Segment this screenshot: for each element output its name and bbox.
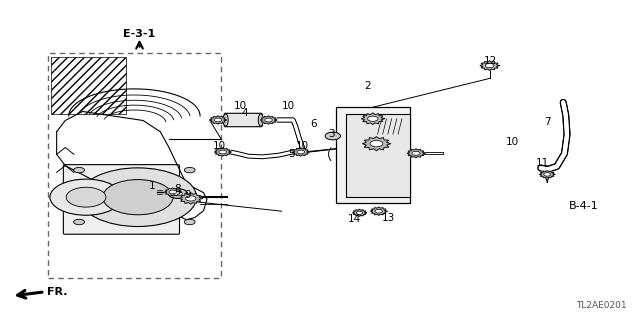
Polygon shape bbox=[260, 116, 277, 124]
Text: 4: 4 bbox=[242, 108, 248, 118]
Text: 11: 11 bbox=[536, 158, 549, 168]
FancyBboxPatch shape bbox=[225, 113, 262, 127]
Text: 14: 14 bbox=[348, 214, 361, 224]
Circle shape bbox=[219, 150, 227, 154]
Circle shape bbox=[214, 118, 221, 122]
Polygon shape bbox=[407, 149, 425, 158]
Text: 5: 5 bbox=[288, 148, 294, 159]
Circle shape bbox=[102, 180, 173, 215]
Ellipse shape bbox=[223, 114, 228, 126]
Text: 6: 6 bbox=[310, 119, 317, 129]
Polygon shape bbox=[361, 113, 385, 124]
Text: FR.: FR. bbox=[47, 287, 67, 297]
Circle shape bbox=[74, 167, 84, 173]
Text: E-3-1: E-3-1 bbox=[124, 28, 156, 39]
Polygon shape bbox=[51, 57, 125, 114]
Circle shape bbox=[186, 196, 196, 201]
Ellipse shape bbox=[259, 114, 264, 126]
Text: 10: 10 bbox=[282, 101, 294, 111]
Circle shape bbox=[485, 63, 494, 68]
Circle shape bbox=[375, 209, 383, 213]
Text: 10: 10 bbox=[234, 101, 246, 111]
Circle shape bbox=[169, 190, 177, 194]
Circle shape bbox=[370, 140, 383, 147]
Text: 8: 8 bbox=[174, 184, 180, 195]
Circle shape bbox=[74, 219, 84, 225]
Circle shape bbox=[184, 219, 195, 225]
Text: B-4-1: B-4-1 bbox=[569, 201, 598, 212]
Text: 3: 3 bbox=[328, 129, 335, 140]
Circle shape bbox=[66, 187, 106, 207]
Circle shape bbox=[79, 168, 196, 227]
Circle shape bbox=[356, 211, 363, 214]
Text: 2: 2 bbox=[365, 81, 371, 92]
Text: 10: 10 bbox=[296, 141, 308, 151]
Bar bbox=[336, 107, 410, 203]
Circle shape bbox=[173, 191, 182, 196]
Circle shape bbox=[412, 151, 420, 155]
Polygon shape bbox=[214, 148, 231, 156]
Polygon shape bbox=[480, 61, 499, 70]
FancyBboxPatch shape bbox=[48, 53, 221, 278]
Polygon shape bbox=[371, 207, 387, 215]
Polygon shape bbox=[179, 193, 202, 204]
Circle shape bbox=[325, 132, 340, 140]
Circle shape bbox=[367, 116, 378, 121]
Circle shape bbox=[544, 173, 550, 176]
Circle shape bbox=[168, 189, 188, 198]
Text: 7: 7 bbox=[545, 116, 551, 127]
Circle shape bbox=[50, 179, 122, 215]
Bar bbox=[346, 114, 410, 197]
Polygon shape bbox=[353, 209, 367, 216]
Polygon shape bbox=[209, 116, 227, 124]
FancyBboxPatch shape bbox=[63, 164, 179, 234]
Circle shape bbox=[265, 118, 272, 122]
Polygon shape bbox=[292, 148, 309, 156]
Text: 13: 13 bbox=[381, 212, 395, 223]
Polygon shape bbox=[362, 137, 390, 151]
Text: 9: 9 bbox=[184, 190, 191, 200]
Circle shape bbox=[297, 150, 305, 154]
Circle shape bbox=[184, 167, 195, 173]
Text: 1: 1 bbox=[148, 181, 155, 191]
Text: 10: 10 bbox=[506, 137, 518, 148]
Polygon shape bbox=[164, 188, 181, 196]
Polygon shape bbox=[540, 171, 555, 178]
Text: TL2AE0201: TL2AE0201 bbox=[577, 301, 627, 310]
Text: 12: 12 bbox=[484, 56, 497, 66]
Text: 10: 10 bbox=[212, 141, 225, 151]
